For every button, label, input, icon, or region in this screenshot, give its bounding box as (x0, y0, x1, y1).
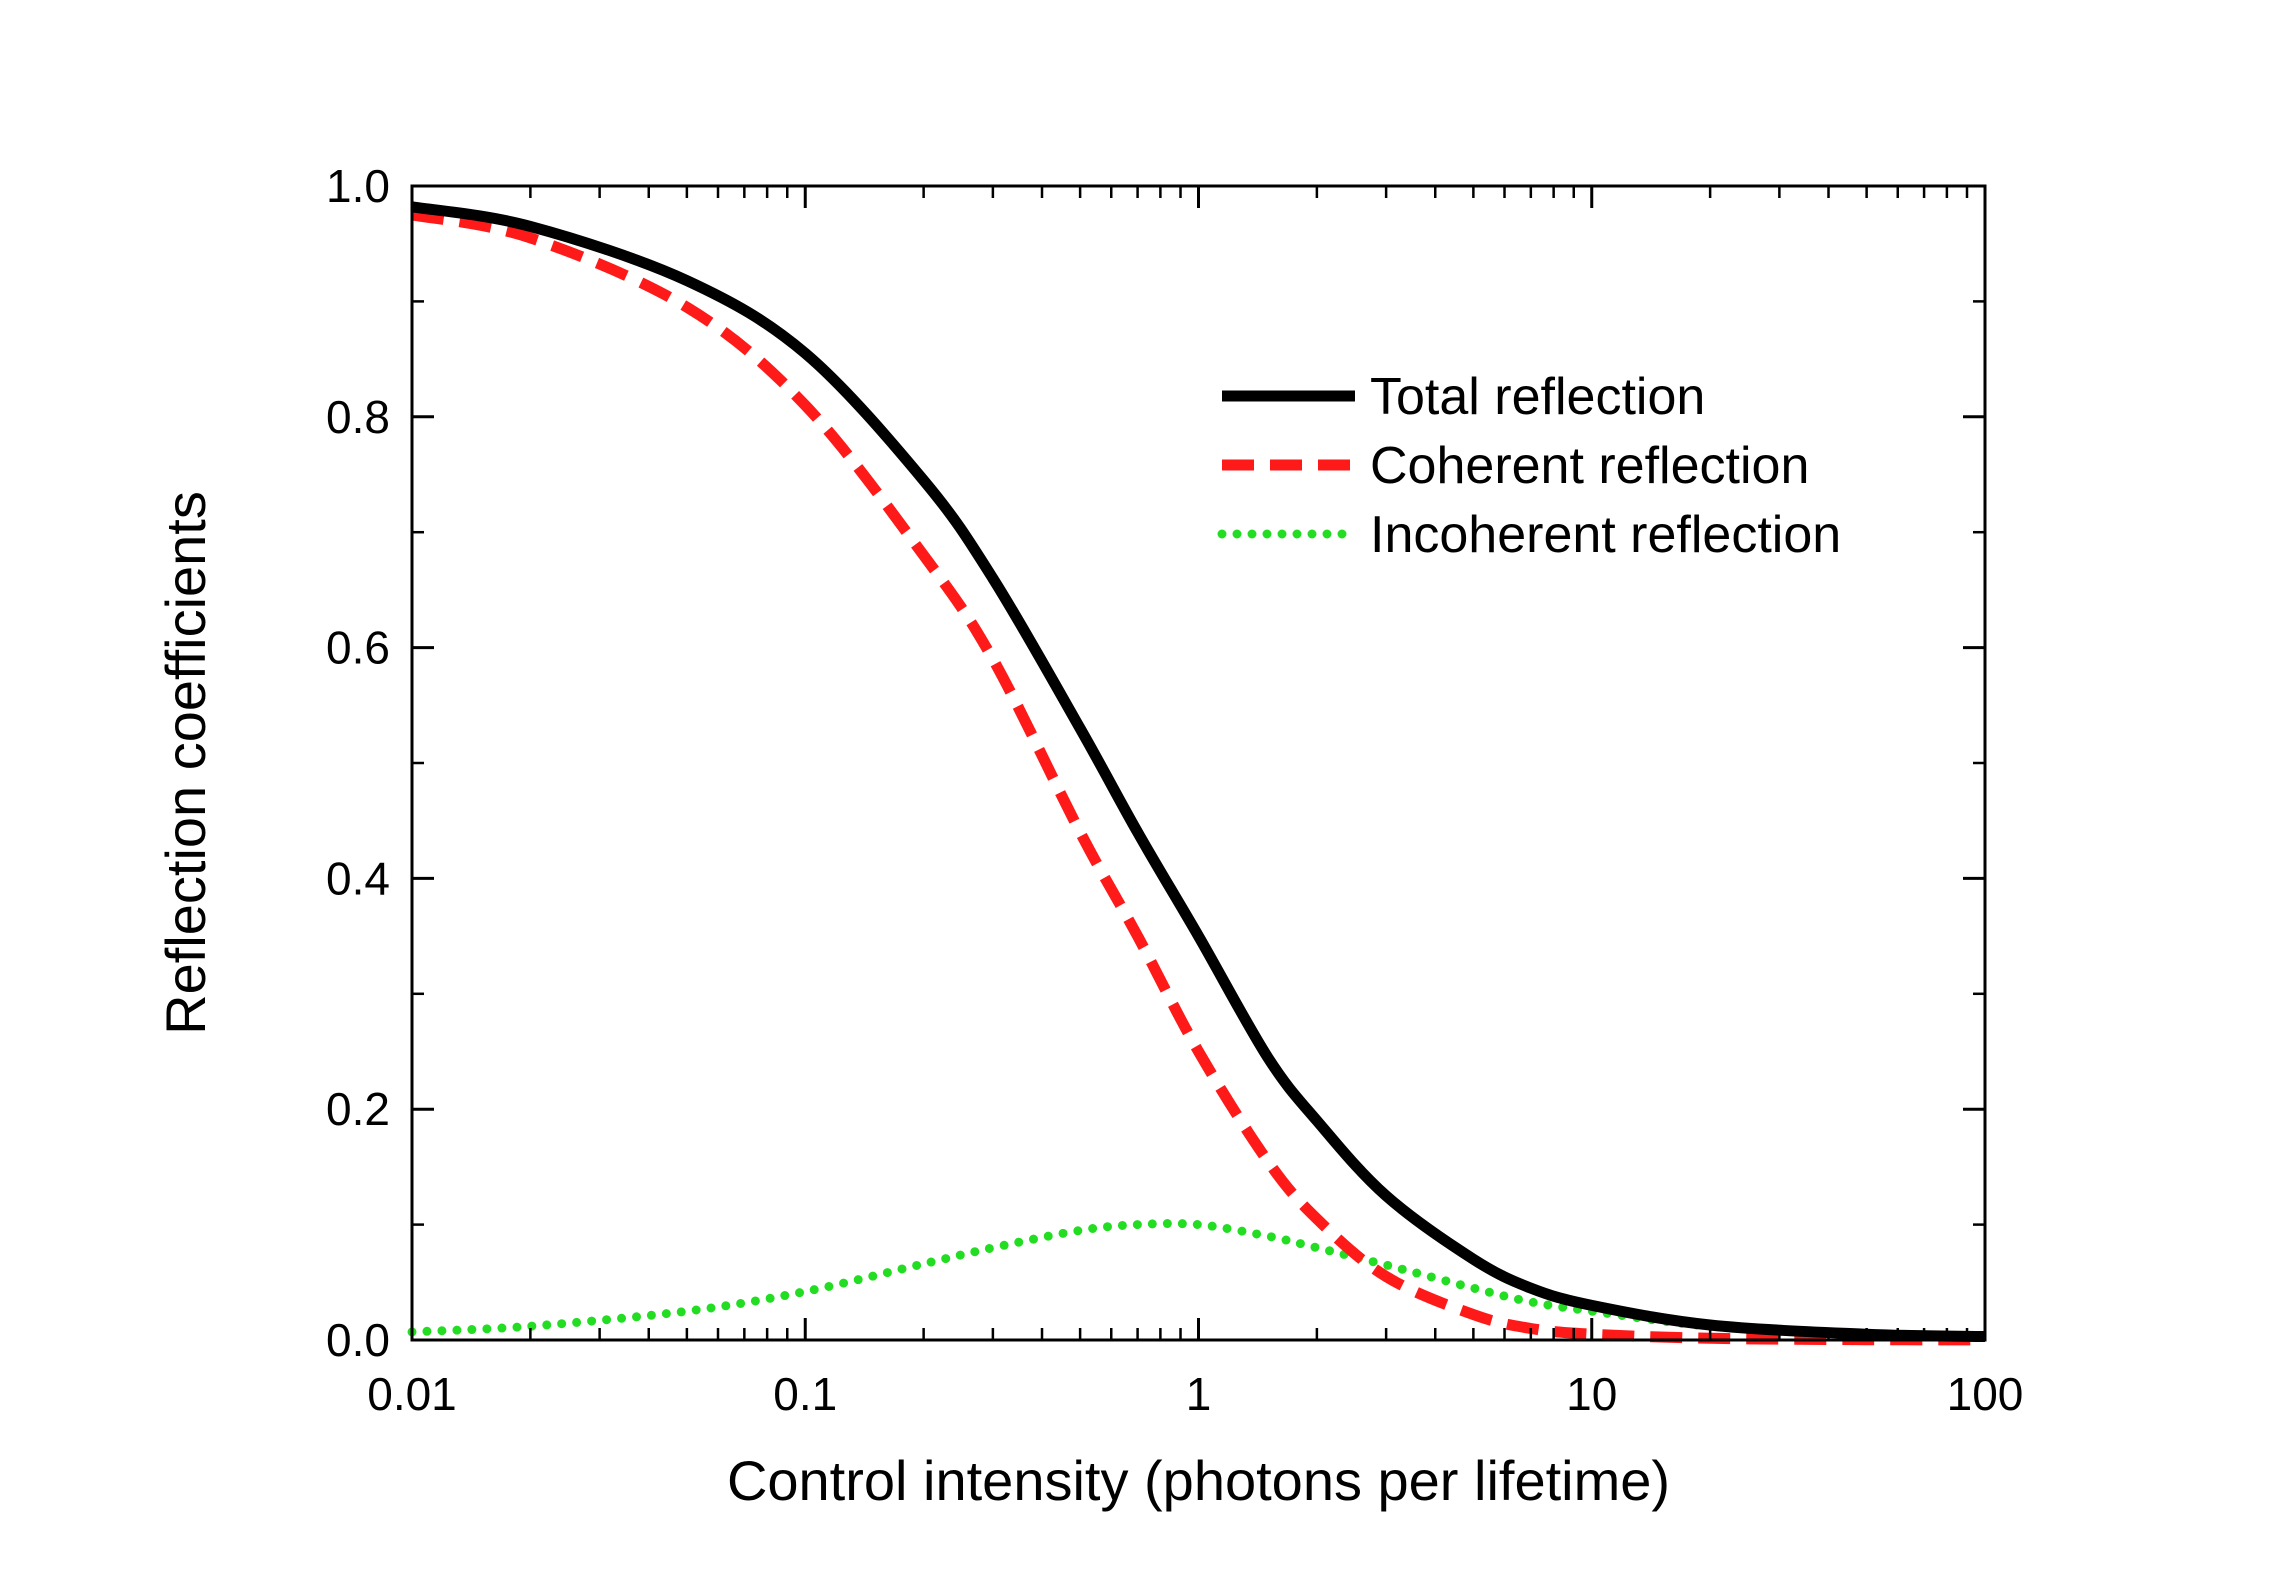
y-tick-label: 0.6 (326, 622, 390, 674)
x-tick-label: 0.01 (367, 1368, 457, 1420)
tick-labels-layer: 0.01 0.1 1 10 100 0.0 0.2 0.4 0.6 0.8 1.0 (326, 160, 2023, 1420)
y-tick-label: 0.8 (326, 391, 390, 443)
ticks-layer (410, 184, 1987, 1342)
x-tick-label: 0.1 (773, 1368, 837, 1420)
y-tick-label: 0.2 (326, 1083, 390, 1135)
series-total-reflection (411, 201, 1986, 1342)
y-tick-label: 0.4 (326, 852, 390, 904)
x-tick-label: 100 (1947, 1368, 2024, 1420)
x-tick-label: 1 (1186, 1368, 1212, 1420)
x-axis-title: Control intensity (photons per lifetime) (727, 1449, 1670, 1512)
series-layer (407, 201, 1990, 1346)
y-axis-title: Reflection coefficients (154, 491, 217, 1035)
legend: Total reflection Coherent reflection Inc… (1217, 368, 1841, 564)
y-tick-label: 1.0 (326, 160, 390, 212)
plot-frame (410, 184, 1987, 1342)
y-tick-label: 0.0 (326, 1314, 390, 1366)
x-tick-label: 10 (1566, 1368, 1617, 1420)
legend-label-coherent: Coherent reflection (1370, 437, 1809, 495)
series-coherent-reflection (410, 209, 1986, 1346)
legend-label-total: Total reflection (1370, 368, 1705, 426)
legend-label-incoherent: Incoherent reflection (1370, 506, 1841, 564)
